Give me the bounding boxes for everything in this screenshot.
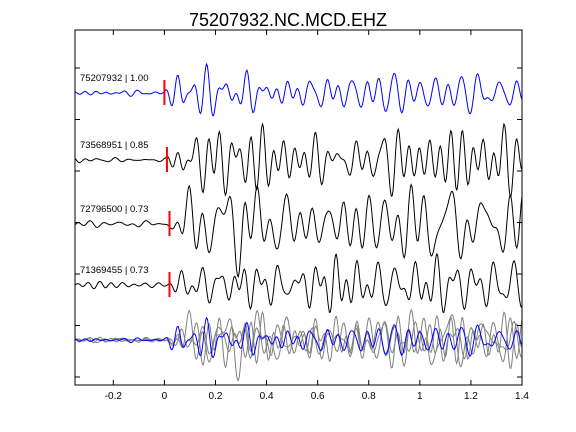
stack-matched-trace xyxy=(74,308,523,382)
ticks-layer: -0.2 0 0.2 0.4 0.6 0.8 1 1.2 1.4 xyxy=(75,30,529,402)
pick-markers-layer xyxy=(163,80,171,297)
traces-layer xyxy=(74,62,523,382)
chart-title: 75207932.NC.MCD.EHZ xyxy=(189,10,387,30)
stack-reference-trace xyxy=(74,316,523,358)
trace-label: 73568951 | 0.85 xyxy=(80,140,149,151)
x-tick-label: 0.2 xyxy=(209,391,223,402)
trace-line xyxy=(74,252,523,314)
trace-label: 75207932 | 1.00 xyxy=(80,73,149,84)
trace-label: 72796500 | 0.73 xyxy=(80,204,149,215)
x-tick-label: 0.8 xyxy=(362,391,376,402)
x-tick-label: 0 xyxy=(162,391,168,402)
x-tick-label: 1.4 xyxy=(515,391,529,402)
trace-line xyxy=(74,62,523,117)
trace-labels-layer: 75207932 | 1.00 73568951 | 0.85 72796500 |… xyxy=(80,73,149,276)
x-tick-label: 0.6 xyxy=(311,391,325,402)
trace-line xyxy=(74,122,523,198)
trace-line xyxy=(74,183,523,278)
x-tick-label: -0.2 xyxy=(105,391,123,402)
trace-label: 71369455 | 0.73 xyxy=(80,265,149,276)
plot-frame xyxy=(74,29,523,386)
x-tick-label: 0.4 xyxy=(260,391,274,402)
stack-matched-trace xyxy=(74,310,523,370)
x-tick-label: 1.2 xyxy=(464,391,478,402)
x-tick-label: 1 xyxy=(417,391,423,402)
